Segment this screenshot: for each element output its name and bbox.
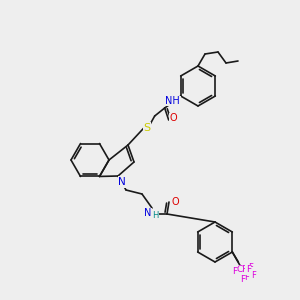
Text: O: O — [171, 197, 179, 207]
Text: S: S — [143, 123, 150, 133]
Text: F: F — [248, 262, 253, 272]
Text: N: N — [144, 208, 152, 218]
Text: N: N — [118, 177, 126, 187]
Text: NH: NH — [165, 96, 180, 106]
Text: CF: CF — [237, 266, 248, 274]
Text: F: F — [244, 272, 249, 281]
Text: F: F — [232, 268, 237, 277]
Text: F: F — [251, 271, 256, 280]
Text: F: F — [240, 275, 245, 284]
Text: O: O — [170, 113, 178, 123]
Text: H: H — [152, 212, 158, 220]
Text: F: F — [246, 266, 251, 274]
